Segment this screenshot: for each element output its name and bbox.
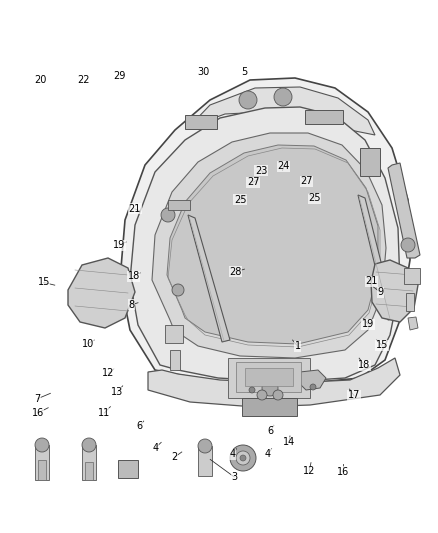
Text: 29: 29: [113, 71, 125, 80]
Bar: [305, 110, 343, 124]
Bar: [168, 200, 190, 210]
Bar: [85, 462, 93, 480]
Text: 5: 5: [241, 67, 247, 77]
Text: 30: 30: [198, 67, 210, 77]
Text: 28: 28: [230, 267, 242, 277]
Text: 16: 16: [32, 408, 44, 418]
Circle shape: [249, 387, 255, 393]
Circle shape: [273, 390, 283, 400]
Text: 4: 4: [265, 449, 271, 459]
Circle shape: [35, 438, 49, 452]
Polygon shape: [388, 163, 420, 258]
Circle shape: [262, 380, 278, 396]
Text: 27: 27: [300, 176, 313, 186]
Circle shape: [236, 451, 250, 465]
Bar: [35, 445, 49, 480]
Bar: [185, 115, 217, 129]
Text: 23: 23: [255, 166, 267, 175]
Text: 12: 12: [102, 368, 115, 378]
Bar: [165, 325, 183, 343]
Polygon shape: [148, 358, 400, 407]
Circle shape: [240, 455, 246, 461]
Polygon shape: [298, 370, 326, 390]
Polygon shape: [188, 215, 230, 342]
Circle shape: [172, 284, 184, 296]
Text: 1: 1: [295, 342, 301, 351]
Polygon shape: [408, 317, 418, 330]
Circle shape: [230, 445, 256, 471]
Circle shape: [401, 238, 415, 252]
Bar: [406, 293, 414, 311]
Text: 24: 24: [278, 161, 290, 171]
Circle shape: [198, 439, 212, 453]
Polygon shape: [130, 107, 400, 382]
Text: 11: 11: [98, 408, 110, 418]
Text: 4: 4: [152, 443, 159, 453]
Polygon shape: [167, 145, 378, 344]
Polygon shape: [120, 78, 410, 385]
Bar: [228, 358, 310, 398]
Text: 3: 3: [231, 472, 237, 482]
Text: 19: 19: [362, 319, 374, 329]
Circle shape: [161, 208, 175, 222]
Text: 18: 18: [358, 360, 371, 370]
Text: 2: 2: [171, 453, 177, 462]
Bar: [404, 268, 420, 284]
Text: 6: 6: [136, 422, 142, 431]
Bar: [118, 460, 138, 478]
Bar: [82, 445, 96, 480]
Text: 7: 7: [35, 394, 41, 403]
Text: 21: 21: [129, 204, 141, 214]
Circle shape: [82, 438, 96, 452]
Polygon shape: [241, 372, 268, 392]
Text: 12: 12: [303, 466, 315, 476]
Bar: [245, 368, 293, 386]
Text: 14: 14: [283, 438, 295, 447]
Bar: [38, 460, 46, 480]
Text: 6: 6: [268, 426, 274, 435]
Text: 15: 15: [38, 278, 50, 287]
Polygon shape: [371, 260, 418, 322]
Polygon shape: [358, 195, 395, 320]
Text: 18: 18: [127, 271, 140, 281]
Polygon shape: [188, 87, 375, 135]
Text: 9: 9: [377, 287, 383, 297]
Circle shape: [310, 384, 316, 390]
Text: 21: 21: [365, 277, 378, 286]
Bar: [360, 148, 380, 176]
Circle shape: [239, 91, 257, 109]
Text: 25: 25: [308, 193, 321, 203]
Text: 17: 17: [348, 391, 360, 400]
Text: 8: 8: [128, 300, 134, 310]
Bar: [242, 398, 297, 416]
Text: 22: 22: [77, 75, 89, 85]
Text: 19: 19: [113, 240, 125, 250]
Text: 16: 16: [337, 467, 350, 477]
Text: 20: 20: [34, 75, 46, 85]
Circle shape: [274, 88, 292, 106]
Polygon shape: [68, 258, 135, 328]
Text: 13: 13: [111, 387, 124, 397]
Bar: [198, 446, 212, 476]
Bar: [236, 362, 301, 392]
Text: 27: 27: [247, 177, 259, 187]
Text: 10: 10: [81, 339, 94, 349]
Bar: [170, 350, 180, 370]
Text: 15: 15: [376, 341, 388, 350]
Polygon shape: [152, 133, 386, 358]
Circle shape: [257, 390, 267, 400]
Text: 25: 25: [234, 195, 246, 205]
Text: 4: 4: [229, 449, 235, 459]
